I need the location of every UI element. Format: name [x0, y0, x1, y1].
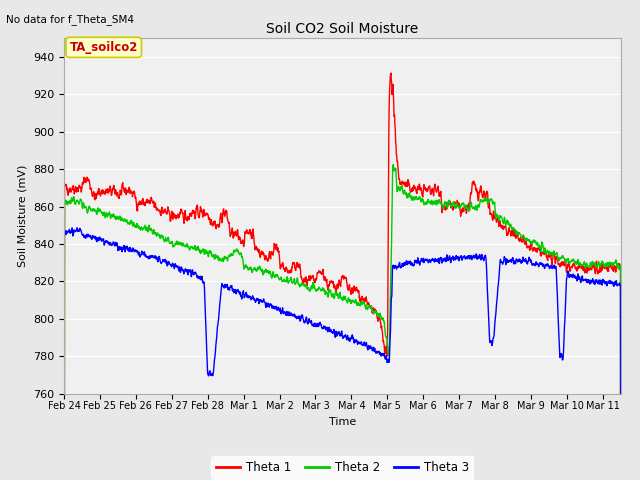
Theta 3 — [316, 321, 324, 326]
Theta 3 — [331, 334, 339, 340]
Text: TA_soilco2: TA_soilco2 — [70, 41, 138, 54]
Line: Theta 3: Theta 3 — [64, 228, 621, 480]
Theta 3 — [73, 225, 81, 231]
Theta 1 — [387, 70, 395, 76]
Theta 1 — [331, 283, 339, 288]
Y-axis label: Soil Moisture (mV): Soil Moisture (mV) — [17, 165, 28, 267]
Theta 1 — [499, 226, 506, 232]
Title: Soil CO2 Soil Moisture: Soil CO2 Soil Moisture — [266, 22, 419, 36]
Theta 3 — [499, 261, 506, 267]
Theta 2 — [499, 218, 506, 224]
Theta 1 — [316, 268, 324, 274]
Theta 1 — [601, 265, 609, 271]
Text: No data for f_Theta_SM4: No data for f_Theta_SM4 — [6, 14, 134, 25]
Legend: Theta 1, Theta 2, Theta 3: Theta 1, Theta 2, Theta 3 — [211, 456, 474, 479]
Theta 3 — [601, 280, 609, 286]
Line: Theta 1: Theta 1 — [64, 73, 621, 480]
Theta 3 — [601, 280, 609, 286]
Theta 2 — [316, 286, 324, 292]
Theta 1 — [601, 266, 609, 272]
Theta 2 — [601, 262, 609, 267]
Theta 3 — [89, 233, 97, 239]
X-axis label: Time: Time — [329, 417, 356, 427]
Theta 2 — [331, 293, 339, 299]
Theta 2 — [601, 263, 609, 269]
Theta 1 — [88, 193, 96, 199]
Theta 2 — [88, 207, 96, 213]
Line: Theta 2: Theta 2 — [64, 165, 621, 480]
Theta 2 — [389, 162, 397, 168]
